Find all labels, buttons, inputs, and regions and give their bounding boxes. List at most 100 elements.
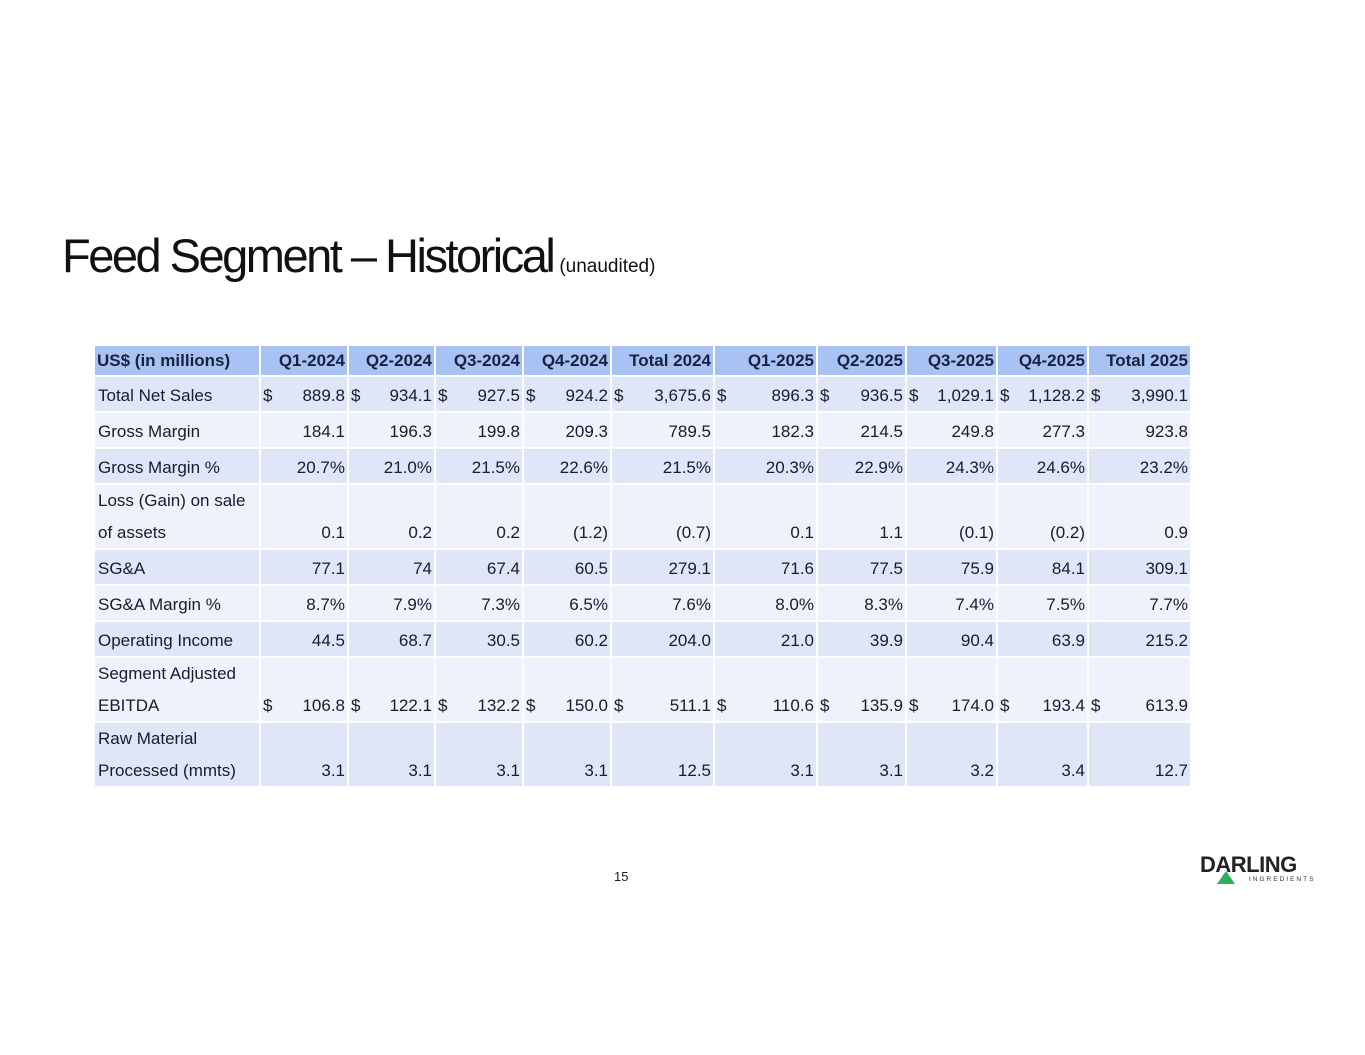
row-label-line: EBITDA bbox=[98, 696, 160, 715]
cell-value: 511.1 bbox=[669, 696, 711, 715]
cell-content: $122.1 bbox=[351, 696, 432, 716]
table-row: Loss (Gain) on sale of assets 0.1 0.2 0.2 (1.… bbox=[95, 485, 1190, 548]
table-cell: 77.1 bbox=[261, 550, 347, 584]
row-label-line: Processed (mmts) bbox=[98, 761, 236, 780]
table-row: Gross Margin % 20.7% 21.0% 21.5% 22.6% 21.5% 2… bbox=[95, 449, 1190, 483]
cell-value: 106.8 bbox=[302, 696, 345, 715]
row-label-line: Loss (Gain) on sale bbox=[98, 491, 246, 510]
table-row: Operating Income 44.5 68.7 30.5 60.2 204.0 21.… bbox=[95, 622, 1190, 656]
table-cell: 214.5 bbox=[818, 413, 905, 447]
cell-value: 924.2 bbox=[565, 386, 608, 405]
table-cell: $936.5 bbox=[818, 377, 905, 411]
cell-content: $132.2 bbox=[438, 696, 520, 716]
table-cell: $150.0 bbox=[524, 658, 610, 721]
table-cell: (0.7) bbox=[612, 485, 713, 548]
currency-symbol: $ bbox=[526, 386, 536, 405]
currency-symbol: $ bbox=[820, 696, 830, 715]
cell-content: $135.9 bbox=[820, 696, 903, 716]
table-cell: 7.7% bbox=[1089, 586, 1190, 620]
table-cell: 21.5% bbox=[612, 449, 713, 483]
cell-content: $1,029.1 bbox=[909, 386, 994, 406]
table-cell: $1,128.2 bbox=[998, 377, 1087, 411]
cell-value: 193.4 bbox=[1042, 696, 1085, 715]
page-title: Feed Segment – Historical (unaudited) bbox=[62, 228, 655, 283]
table-cell: 0.1 bbox=[261, 485, 347, 548]
table-cell: 184.1 bbox=[261, 413, 347, 447]
table-cell: 7.4% bbox=[907, 586, 996, 620]
table-cell: 1.1 bbox=[818, 485, 905, 548]
table-cell: 12.5 bbox=[612, 723, 713, 786]
table-cell: 204.0 bbox=[612, 622, 713, 656]
table-cell: 182.3 bbox=[715, 413, 816, 447]
table-cell: 199.8 bbox=[436, 413, 522, 447]
cell-value: 3,990.1 bbox=[1131, 386, 1188, 405]
row-label: Raw Material Processed (mmts) bbox=[95, 723, 259, 786]
row-label: SG&A bbox=[95, 550, 259, 584]
table-cell: $193.4 bbox=[998, 658, 1087, 721]
currency-symbol: $ bbox=[820, 386, 830, 405]
table-cell: 0.2 bbox=[349, 485, 434, 548]
column-header: Q3-2024 bbox=[436, 346, 522, 375]
table-cell: 21.0 bbox=[715, 622, 816, 656]
table-cell: 7.5% bbox=[998, 586, 1087, 620]
table-cell: $106.8 bbox=[261, 658, 347, 721]
table-row: Gross Margin 184.1 196.3 199.8 209.3 789.5 182… bbox=[95, 413, 1190, 447]
currency-symbol: $ bbox=[351, 386, 361, 405]
row-label-line: Raw Material bbox=[98, 729, 198, 748]
table-cell: 24.6% bbox=[998, 449, 1087, 483]
column-header: Q4-2024 bbox=[524, 346, 610, 375]
logo-triangle-icon bbox=[1217, 871, 1235, 884]
feed-segment-table: US$ (in millions) Q1-2024 Q2-2024 Q3-2024 Q4… bbox=[93, 344, 1192, 788]
column-header: Q2-2024 bbox=[349, 346, 434, 375]
table-cell: 209.3 bbox=[524, 413, 610, 447]
row-label: Segment Adjusted EBITDA bbox=[95, 658, 259, 721]
table-cell: 7.9% bbox=[349, 586, 434, 620]
table-cell: $889.8 bbox=[261, 377, 347, 411]
page-number: 15 bbox=[614, 869, 629, 884]
column-header: Total 2025 bbox=[1089, 346, 1190, 375]
table-row: SG&A 77.1 74 67.4 60.5 279.1 71.6 77.5 75.9 84.1 3… bbox=[95, 550, 1190, 584]
cell-content: $110.6 bbox=[717, 696, 814, 716]
table-cell: 7.3% bbox=[436, 586, 522, 620]
row-label-line: Gross Margin % bbox=[98, 458, 220, 477]
table-cell: $511.1 bbox=[612, 658, 713, 721]
currency-symbol: $ bbox=[263, 386, 273, 405]
darling-ingredients-logo: DARLING INGREDIENTS bbox=[1200, 852, 1313, 886]
cell-content: $511.1 bbox=[614, 696, 711, 716]
cell-content: $106.8 bbox=[263, 696, 345, 716]
cell-content: $150.0 bbox=[526, 696, 608, 716]
cell-content: $896.3 bbox=[717, 386, 814, 406]
table-cell: 3.1 bbox=[524, 723, 610, 786]
cell-content: $924.2 bbox=[526, 386, 608, 406]
table-cell: $613.9 bbox=[1089, 658, 1190, 721]
table-cell: 789.5 bbox=[612, 413, 713, 447]
column-header: Q1-2024 bbox=[261, 346, 347, 375]
table-cell: 3.1 bbox=[715, 723, 816, 786]
column-header: Q3-2025 bbox=[907, 346, 996, 375]
table-cell: 3.1 bbox=[436, 723, 522, 786]
column-header: Total 2024 bbox=[612, 346, 713, 375]
table-cell: 44.5 bbox=[261, 622, 347, 656]
table-cell: (0.1) bbox=[907, 485, 996, 548]
row-label-line: Total Net Sales bbox=[98, 386, 213, 405]
table-cell: 20.7% bbox=[261, 449, 347, 483]
table-cell: 7.6% bbox=[612, 586, 713, 620]
currency-symbol: $ bbox=[1091, 386, 1101, 405]
table-row: Total Net Sales $889.8 $934.1 $927.5 $924.2 $… bbox=[95, 377, 1190, 411]
table-cell: 75.9 bbox=[907, 550, 996, 584]
table-cell: 309.1 bbox=[1089, 550, 1190, 584]
cell-content: $889.8 bbox=[263, 386, 345, 406]
table-cell: 6.5% bbox=[524, 586, 610, 620]
cell-value: 110.6 bbox=[772, 696, 814, 715]
table-cell: 12.7 bbox=[1089, 723, 1190, 786]
cell-content: $1,128.2 bbox=[1000, 386, 1085, 406]
table-cell: $122.1 bbox=[349, 658, 434, 721]
table-cell: 71.6 bbox=[715, 550, 816, 584]
cell-value: 936.5 bbox=[860, 386, 903, 405]
cell-value: 613.9 bbox=[1145, 696, 1188, 715]
currency-symbol: $ bbox=[909, 386, 919, 405]
cell-value: 1,128.2 bbox=[1028, 386, 1085, 405]
currency-symbol: $ bbox=[909, 696, 919, 715]
currency-symbol: $ bbox=[438, 386, 448, 405]
table-cell: $927.5 bbox=[436, 377, 522, 411]
